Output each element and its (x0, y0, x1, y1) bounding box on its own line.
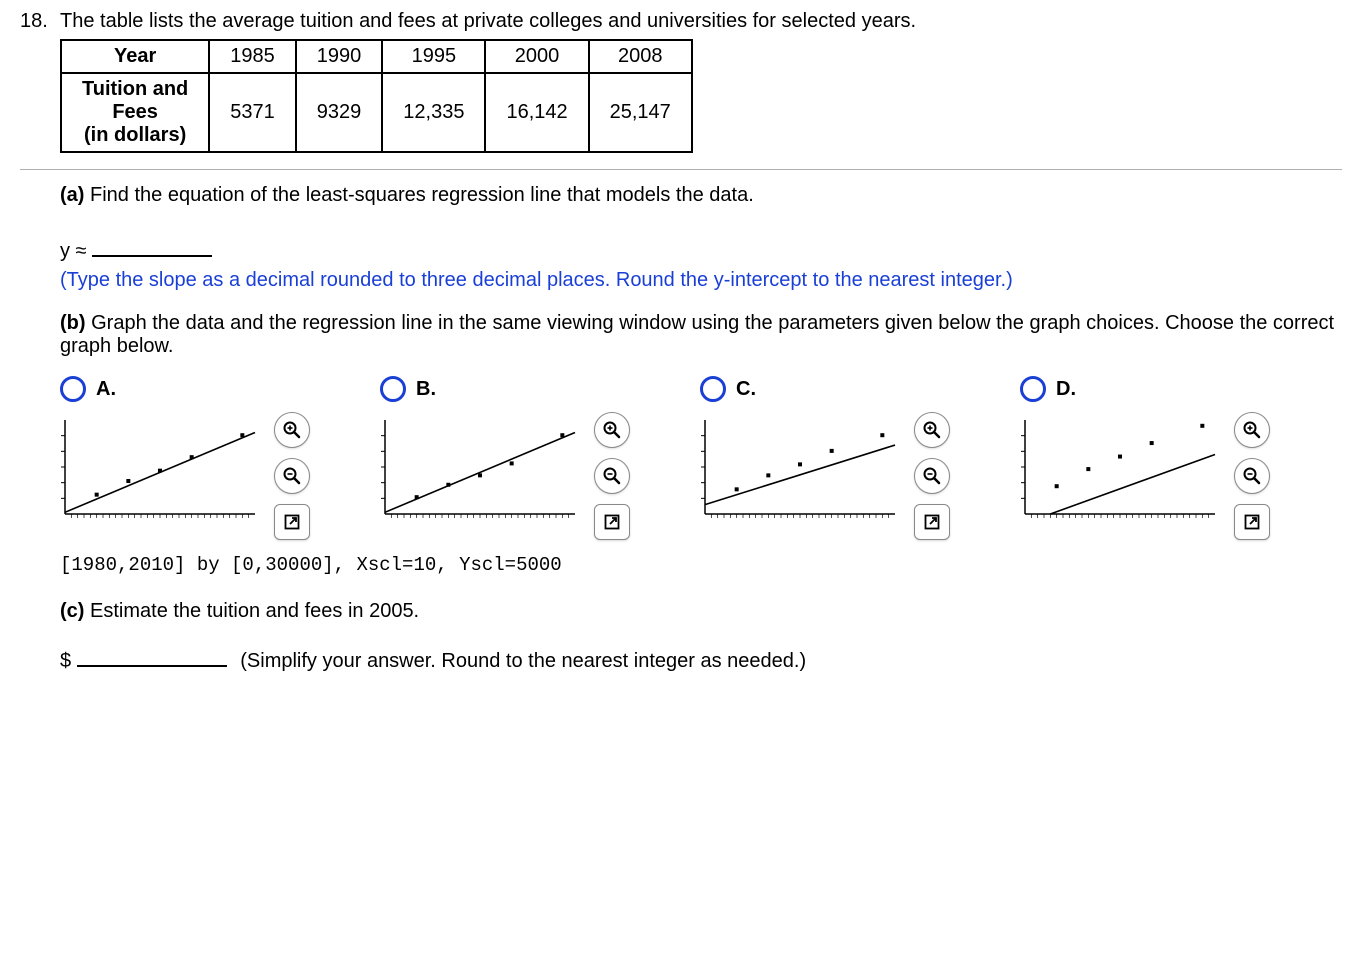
choice-A-label: A. (96, 378, 116, 401)
table-cell: 1985 (209, 40, 296, 73)
part-a-text: Find the equation of the least-squares r… (90, 184, 754, 206)
zoom-out-icon[interactable] (914, 458, 950, 494)
popout-icon[interactable] (914, 504, 950, 540)
part-c-text: Estimate the tuition and fees in 2005. (90, 600, 419, 622)
graph-C (700, 412, 900, 522)
zoom-in-icon[interactable] (914, 412, 950, 448)
table-row: Year 1985 1990 1995 2000 2008 (61, 40, 692, 73)
part-c-label: (c) (60, 600, 84, 622)
question-number: 18. (20, 10, 60, 33)
choice-D-radio[interactable] (1020, 376, 1046, 402)
popout-icon[interactable] (274, 504, 310, 540)
part-c: (c) Estimate the tuition and fees in 200… (60, 600, 1342, 623)
table-cell: 16,142 (485, 73, 588, 152)
table-cell: 2000 (485, 40, 588, 73)
choice-A-radio[interactable] (60, 376, 86, 402)
graph-A (60, 412, 260, 522)
graph-box-A (60, 412, 260, 522)
table-cell: 1995 (382, 40, 485, 73)
popout-icon[interactable] (594, 504, 630, 540)
zoom-in-icon[interactable] (274, 412, 310, 448)
part-b: (b) Graph the data and the regression li… (60, 312, 1342, 358)
tuition-estimate-input[interactable] (77, 643, 227, 667)
choice-C-label: C. (736, 378, 756, 401)
divider (20, 169, 1342, 170)
viewing-window: [1980,2010] by [0,30000], Xscl=10, Yscl=… (60, 554, 1342, 576)
part-a-hint: (Type the slope as a decimal rounded to … (60, 269, 1342, 292)
zoom-out-icon[interactable] (594, 458, 630, 494)
part-a-label: (a) (60, 184, 84, 206)
dollar-sign: $ (60, 650, 71, 672)
choice-B-label: B. (416, 378, 436, 401)
choice-C-radio[interactable] (700, 376, 726, 402)
graph-box-B (380, 412, 580, 522)
table-cell: 9329 (296, 73, 383, 152)
regression-equation-input[interactable] (92, 233, 212, 257)
data-table: Year 1985 1990 1995 2000 2008 Tuition an… (60, 39, 693, 153)
row-label-year: Year (61, 40, 209, 73)
table-cell: 25,147 (589, 73, 692, 152)
choice-D-label: D. (1056, 378, 1076, 401)
table-cell: 2008 (589, 40, 692, 73)
table-cell: 1990 (296, 40, 383, 73)
zoom-out-icon[interactable] (274, 458, 310, 494)
part-b-text: Graph the data and the regression line i… (60, 312, 1334, 357)
table-cell: 12,335 (382, 73, 485, 152)
popout-icon[interactable] (1234, 504, 1270, 540)
table-cell: 5371 (209, 73, 296, 152)
part-b-label: (b) (60, 312, 86, 334)
choice-B-radio[interactable] (380, 376, 406, 402)
graph-box-D (1020, 412, 1220, 522)
row-label-tuition: Tuition and Fees (in dollars) (61, 73, 209, 152)
y-approx-label: y ≈ (60, 240, 87, 262)
zoom-out-icon[interactable] (1234, 458, 1270, 494)
graph-B (380, 412, 580, 522)
zoom-in-icon[interactable] (1234, 412, 1270, 448)
part-c-hint: (Simplify your answer. Round to the near… (240, 650, 806, 672)
zoom-in-icon[interactable] (594, 412, 630, 448)
graph-box-C (700, 412, 900, 522)
prompt-text: The table lists the average tuition and … (60, 10, 1342, 33)
table-row: Tuition and Fees (in dollars) 5371 9329 … (61, 73, 692, 152)
part-a: (a) Find the equation of the least-squar… (60, 184, 1342, 207)
graph-D (1020, 412, 1220, 522)
